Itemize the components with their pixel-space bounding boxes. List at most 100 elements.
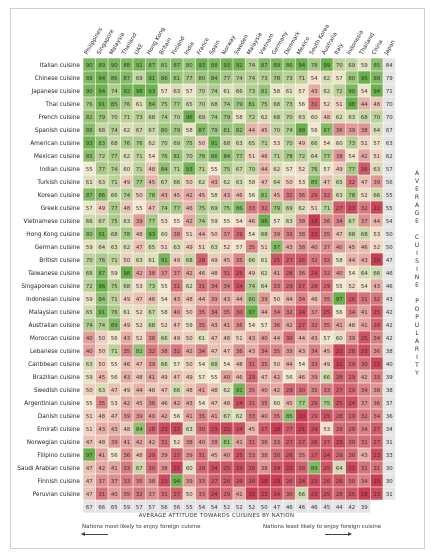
cell-value: 77 bbox=[136, 180, 143, 186]
cell-value: 68 bbox=[123, 284, 130, 290]
cell-value: 97 bbox=[336, 297, 343, 303]
heatmap-cell bbox=[245, 71, 258, 84]
heatmap-cell bbox=[258, 370, 271, 383]
cell-value: 78 bbox=[286, 154, 293, 160]
cell-value: 39 bbox=[136, 414, 143, 420]
cell-value: 29 bbox=[348, 375, 355, 381]
heatmap-cell bbox=[345, 175, 358, 188]
cell-value: 31 bbox=[173, 284, 180, 290]
heatmap-cell bbox=[83, 344, 96, 357]
heatmap-cell bbox=[170, 214, 183, 227]
cell-value: 51 bbox=[248, 154, 255, 160]
heatmap-cell bbox=[133, 396, 146, 409]
heatmap-cell bbox=[133, 357, 146, 370]
heatmap-cell bbox=[183, 214, 196, 227]
cell-value: 26 bbox=[361, 167, 368, 173]
cell-value: 74 bbox=[198, 219, 205, 225]
heatmap-cell bbox=[308, 370, 321, 383]
heatmap-cell bbox=[283, 448, 296, 461]
cell-value: 34 bbox=[336, 219, 343, 225]
cell-value: 44 bbox=[286, 297, 293, 303]
heatmap-cell bbox=[220, 370, 233, 383]
cell-value: 71 bbox=[323, 206, 330, 212]
cell-value: 54 bbox=[361, 89, 368, 95]
heatmap-cell bbox=[120, 175, 133, 188]
cell-value: 35 bbox=[248, 388, 255, 394]
cell-value: 22 bbox=[223, 427, 230, 433]
heatmap-cell bbox=[333, 487, 346, 500]
cell-value: 30 bbox=[361, 362, 368, 368]
cell-value: 42 bbox=[361, 154, 368, 160]
cell-value: 38 bbox=[361, 128, 368, 134]
cell-value: 65 bbox=[248, 141, 255, 147]
cell-value: 70 bbox=[248, 167, 255, 173]
cell-value: 36 bbox=[298, 193, 305, 199]
heatmap-cell bbox=[208, 214, 221, 227]
cell-value: 27 bbox=[323, 440, 330, 446]
row-average-value: 71 bbox=[386, 89, 393, 95]
heatmap-cell bbox=[83, 461, 96, 474]
cell-value: 27 bbox=[261, 427, 268, 433]
cell-value: 47 bbox=[136, 362, 143, 368]
cell-value: 42 bbox=[136, 440, 143, 446]
cell-value: 62 bbox=[336, 115, 343, 121]
cell-value: 39 bbox=[348, 128, 355, 134]
cell-value: 57 bbox=[286, 167, 293, 173]
cell-value: 25 bbox=[323, 310, 330, 316]
heatmap-cell bbox=[145, 71, 158, 84]
cell-value: 71 bbox=[136, 154, 143, 160]
cell-value: 37 bbox=[311, 310, 318, 316]
heatmap-cell bbox=[370, 448, 383, 461]
heatmap-cell bbox=[333, 383, 346, 396]
heatmap-cell bbox=[258, 461, 271, 474]
heatmap-cell bbox=[108, 110, 121, 123]
heatmap-cell bbox=[370, 383, 383, 396]
cell-value: 39 bbox=[136, 219, 143, 225]
column-average-cell bbox=[308, 500, 321, 513]
heatmap-cell bbox=[258, 357, 271, 370]
cell-value: 57 bbox=[323, 336, 330, 342]
row-average-cell bbox=[383, 136, 396, 149]
column-average-cell bbox=[133, 500, 146, 513]
cell-value: 61 bbox=[261, 258, 268, 264]
heatmap-cell bbox=[208, 136, 221, 149]
heatmap-cell bbox=[183, 97, 196, 110]
heatmap-cell bbox=[195, 58, 208, 71]
cell-value: 43 bbox=[311, 89, 318, 95]
heatmap-cell bbox=[108, 84, 121, 97]
cell-value: 40 bbox=[86, 349, 93, 355]
heatmap-cell bbox=[308, 422, 321, 435]
cell-value: 83 bbox=[98, 141, 105, 147]
cell-value: 80 bbox=[198, 76, 205, 82]
heatmap-cell bbox=[220, 175, 233, 188]
heatmap-cell bbox=[145, 487, 158, 500]
heatmap-cell bbox=[370, 370, 383, 383]
heatmap-cell bbox=[120, 344, 133, 357]
heatmap-cell bbox=[345, 214, 358, 227]
heatmap-cell bbox=[270, 84, 283, 97]
heatmap-cell bbox=[295, 266, 308, 279]
cell-value: 44 bbox=[248, 128, 255, 134]
heatmap-cell bbox=[333, 123, 346, 136]
heatmap-cell bbox=[258, 318, 271, 331]
heatmap-cell bbox=[345, 240, 358, 253]
cell-value: 52 bbox=[136, 310, 143, 316]
heatmap-cell bbox=[108, 58, 121, 71]
cell-value: 38 bbox=[186, 440, 193, 446]
heatmap-cell bbox=[145, 292, 158, 305]
cell-value: 29 bbox=[311, 414, 318, 420]
cell-value: 49 bbox=[173, 258, 180, 264]
cell-value: 55 bbox=[336, 284, 343, 290]
row-average-value: 84 bbox=[386, 63, 393, 69]
cell-value: 40 bbox=[336, 245, 343, 251]
heatmap-cell bbox=[170, 448, 183, 461]
heatmap-cell bbox=[170, 331, 183, 344]
heatmap-cell bbox=[333, 292, 346, 305]
heatmap-cell bbox=[158, 344, 171, 357]
heatmap-cell bbox=[258, 292, 271, 305]
heatmap-cell bbox=[245, 253, 258, 266]
cell-value: 43 bbox=[361, 258, 368, 264]
heatmap-cell bbox=[283, 383, 296, 396]
column-average-cell bbox=[345, 500, 358, 513]
